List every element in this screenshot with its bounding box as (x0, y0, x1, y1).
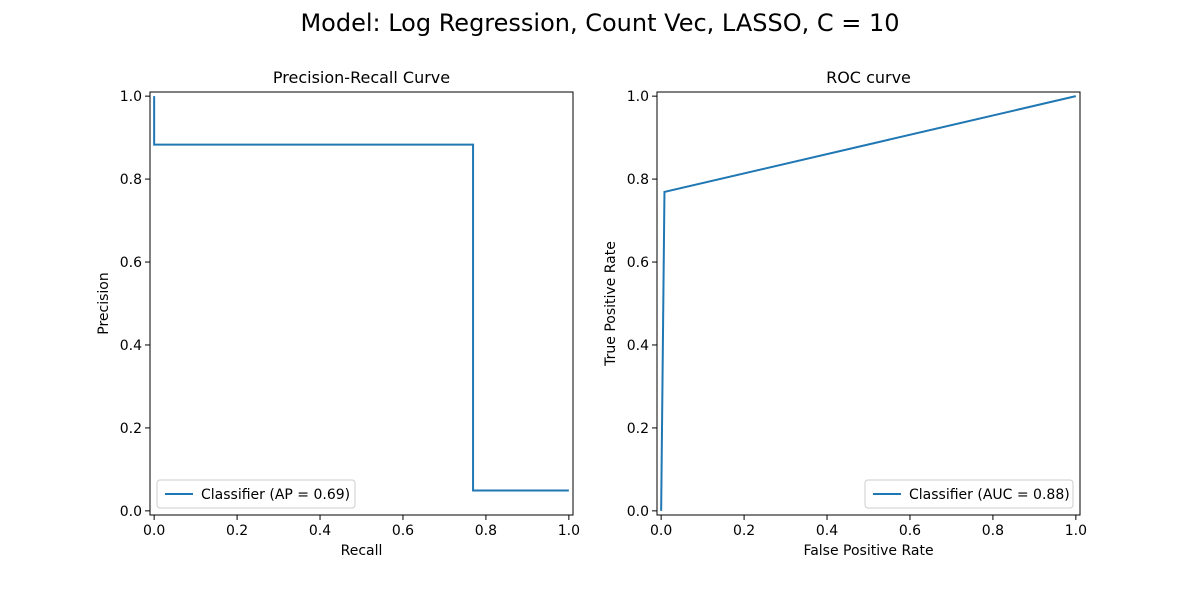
roc-axes-frame (656, 91, 1081, 516)
pr-series-line (153, 96, 569, 492)
pr-xtick-label: 0.2 (226, 523, 248, 539)
pr-ytick-label: 0.0 (120, 504, 142, 520)
pr-xtick-label: 0.0 (143, 523, 165, 539)
roc-ylabel: True Positive Rate (603, 241, 619, 367)
pr-xtick-label: 0.4 (309, 523, 331, 539)
precision-recall-panel: Precision-Recall Curve 0.0 0.2 0.4 0.6 0.8 1.0… (96, 68, 580, 559)
pr-axes-frame (149, 91, 574, 516)
pr-ytick-label: 0.8 (120, 172, 142, 188)
pr-ytick-label: 1.0 (120, 89, 142, 105)
roc-xtick-label: 0.8 (982, 523, 1004, 539)
pr-legend-label: Classifier (AP = 0.69) (201, 487, 350, 503)
roc-xlabel: False Positive Rate (803, 543, 933, 559)
pr-ytick-label: 0.2 (120, 421, 142, 437)
roc-ytick-label: 0.4 (627, 338, 649, 354)
roc-xtick-label: 1.0 (1065, 523, 1087, 539)
pr-legend-box (156, 479, 356, 509)
roc-xtick-label: 0.0 (650, 523, 672, 539)
pr-xtick-label: 1.0 (558, 523, 580, 539)
roc-panel: ROC curve 0.0 0.2 0.4 0.6 0.8 1.0 0.0 0.2 0.4 0.6 0… (603, 68, 1087, 559)
roc-ytick-label: 0.6 (627, 255, 649, 271)
roc-xtick-label: 0.2 (733, 523, 755, 539)
roc-xtick-label: 0.6 (899, 523, 921, 539)
pr-ytick-label: 0.6 (120, 255, 142, 271)
pr-title: Precision-Recall Curve (273, 68, 450, 87)
roc-legend: Classifier (AUC = 0.88) (864, 479, 1074, 509)
roc-ytick-label: 1.0 (627, 89, 649, 105)
roc-xtick-label: 0.4 (816, 523, 838, 539)
pr-xtick-label: 0.6 (392, 523, 414, 539)
roc-ytick-label: 0.2 (627, 421, 649, 437)
roc-ytick-label: 0.0 (627, 504, 649, 520)
pr-legend: Classifier (AP = 0.69) (156, 479, 356, 509)
roc-series-line (660, 95, 1077, 511)
pr-xtick-label: 0.8 (475, 523, 497, 539)
pr-xlabel: Recall (341, 543, 383, 559)
roc-ytick-label: 0.8 (627, 172, 649, 188)
roc-title: ROC curve (826, 68, 911, 87)
pr-ylabel: Precision (96, 272, 112, 334)
figure-suptitle: Model: Log Regression, Count Vec, LASSO,… (300, 9, 899, 37)
roc-legend-box (864, 479, 1074, 509)
pr-ytick-label: 0.4 (120, 338, 142, 354)
roc-legend-label: Classifier (AUC = 0.88) (909, 487, 1070, 503)
